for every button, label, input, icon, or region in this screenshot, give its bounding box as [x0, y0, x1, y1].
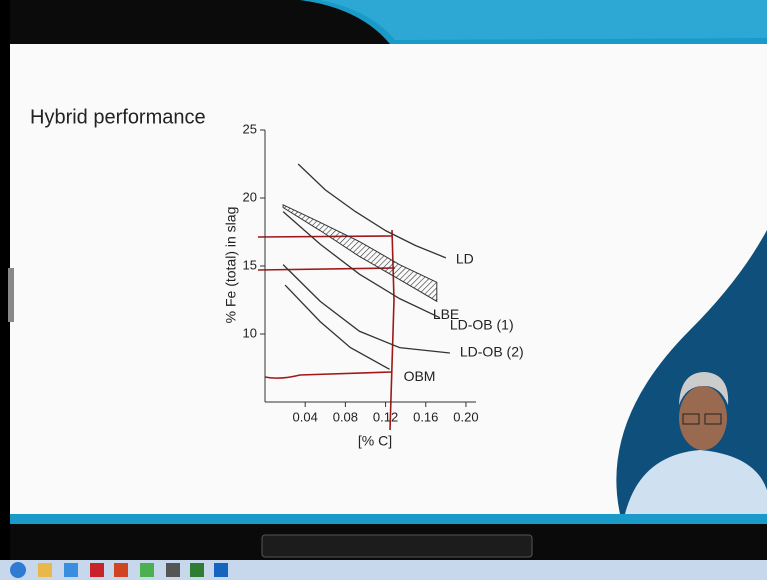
- pen-toolbar[interactable]: [261, 534, 533, 558]
- series-label: LD-OB (1): [450, 316, 514, 332]
- annotation-stroke: [257, 235, 393, 238]
- hand-annotations: [257, 229, 396, 431]
- start-button[interactable]: [10, 562, 26, 578]
- band: [282, 204, 438, 303]
- x-tick-label: 0.04: [293, 409, 318, 424]
- speaker-glasses: [704, 413, 722, 425]
- y-tick-label: 25: [243, 121, 257, 136]
- annotation-stroke: [257, 267, 396, 271]
- curve: [284, 284, 390, 370]
- taskbar-icon[interactable]: [114, 563, 128, 577]
- y-tick-label: 15: [243, 257, 257, 272]
- speaker-shirt: [625, 450, 767, 514]
- annotation-stroke: [264, 371, 393, 379]
- speaker-hair: [679, 372, 729, 405]
- slide-footer-band: [10, 514, 767, 524]
- taskbar-icon[interactable]: [64, 563, 78, 577]
- taskbar-icon[interactable]: [140, 563, 154, 577]
- x-tick-label: 0.08: [333, 409, 358, 424]
- x-tick-label: 0.20: [453, 409, 478, 424]
- series-label: LD: [456, 251, 474, 267]
- series-label: OBM: [404, 368, 436, 384]
- header-swoosh-light: [320, 0, 767, 40]
- side-handle[interactable]: [8, 268, 14, 322]
- slide-title: Hybrid performance: [30, 106, 206, 128]
- y-tick-label: 20: [243, 189, 257, 204]
- annotation-stroke: [389, 229, 395, 431]
- speaker-face: [679, 386, 727, 450]
- taskbar-icon[interactable]: [38, 563, 52, 577]
- curve: [282, 264, 450, 354]
- series-label: LD-OB (2): [460, 344, 524, 360]
- x-axis-label: [% C]: [358, 433, 392, 449]
- taskbar-icon[interactable]: [214, 563, 228, 577]
- y-axis-label: % Fe (total) in slag: [223, 207, 239, 324]
- x-tick-label: 0.16: [413, 409, 438, 424]
- y-tick-label: 10: [243, 325, 257, 340]
- slide-corner-shape: [616, 230, 767, 514]
- x-tick-label: 0.12: [373, 409, 398, 424]
- speaker: [625, 372, 767, 514]
- taskbar-icon[interactable]: [90, 563, 104, 577]
- taskbar-icon[interactable]: [166, 563, 180, 577]
- curve: [282, 211, 441, 319]
- taskbar-icon[interactable]: [190, 563, 204, 577]
- speaker-glasses: [682, 413, 700, 425]
- curve: [297, 163, 447, 259]
